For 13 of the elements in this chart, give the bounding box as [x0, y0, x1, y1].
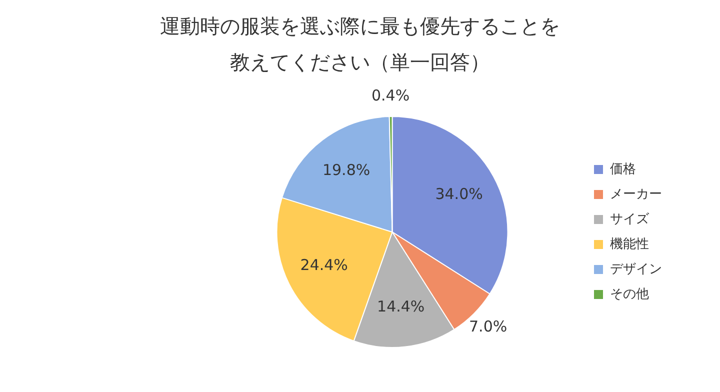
data-label: 19.8% [322, 161, 370, 180]
legend-label: 価格 [610, 162, 636, 177]
data-label: 7.0% [469, 318, 508, 336]
legend-label: メーカー [610, 186, 662, 202]
data-label: 14.4% [377, 298, 425, 316]
data-label: 0.4% [371, 86, 410, 104]
legend-label: サイズ [610, 212, 650, 227]
data-label: 24.4% [300, 256, 348, 274]
legend-label: その他 [610, 286, 649, 302]
legend-label: 機能性 [610, 236, 649, 252]
legend-label: デザイン [610, 262, 662, 277]
data-label: 34.0% [435, 185, 483, 204]
chart-title: 運動時の服装を選ぶ際に最も優先することを教えてください（単一回答） [159, 13, 561, 76]
